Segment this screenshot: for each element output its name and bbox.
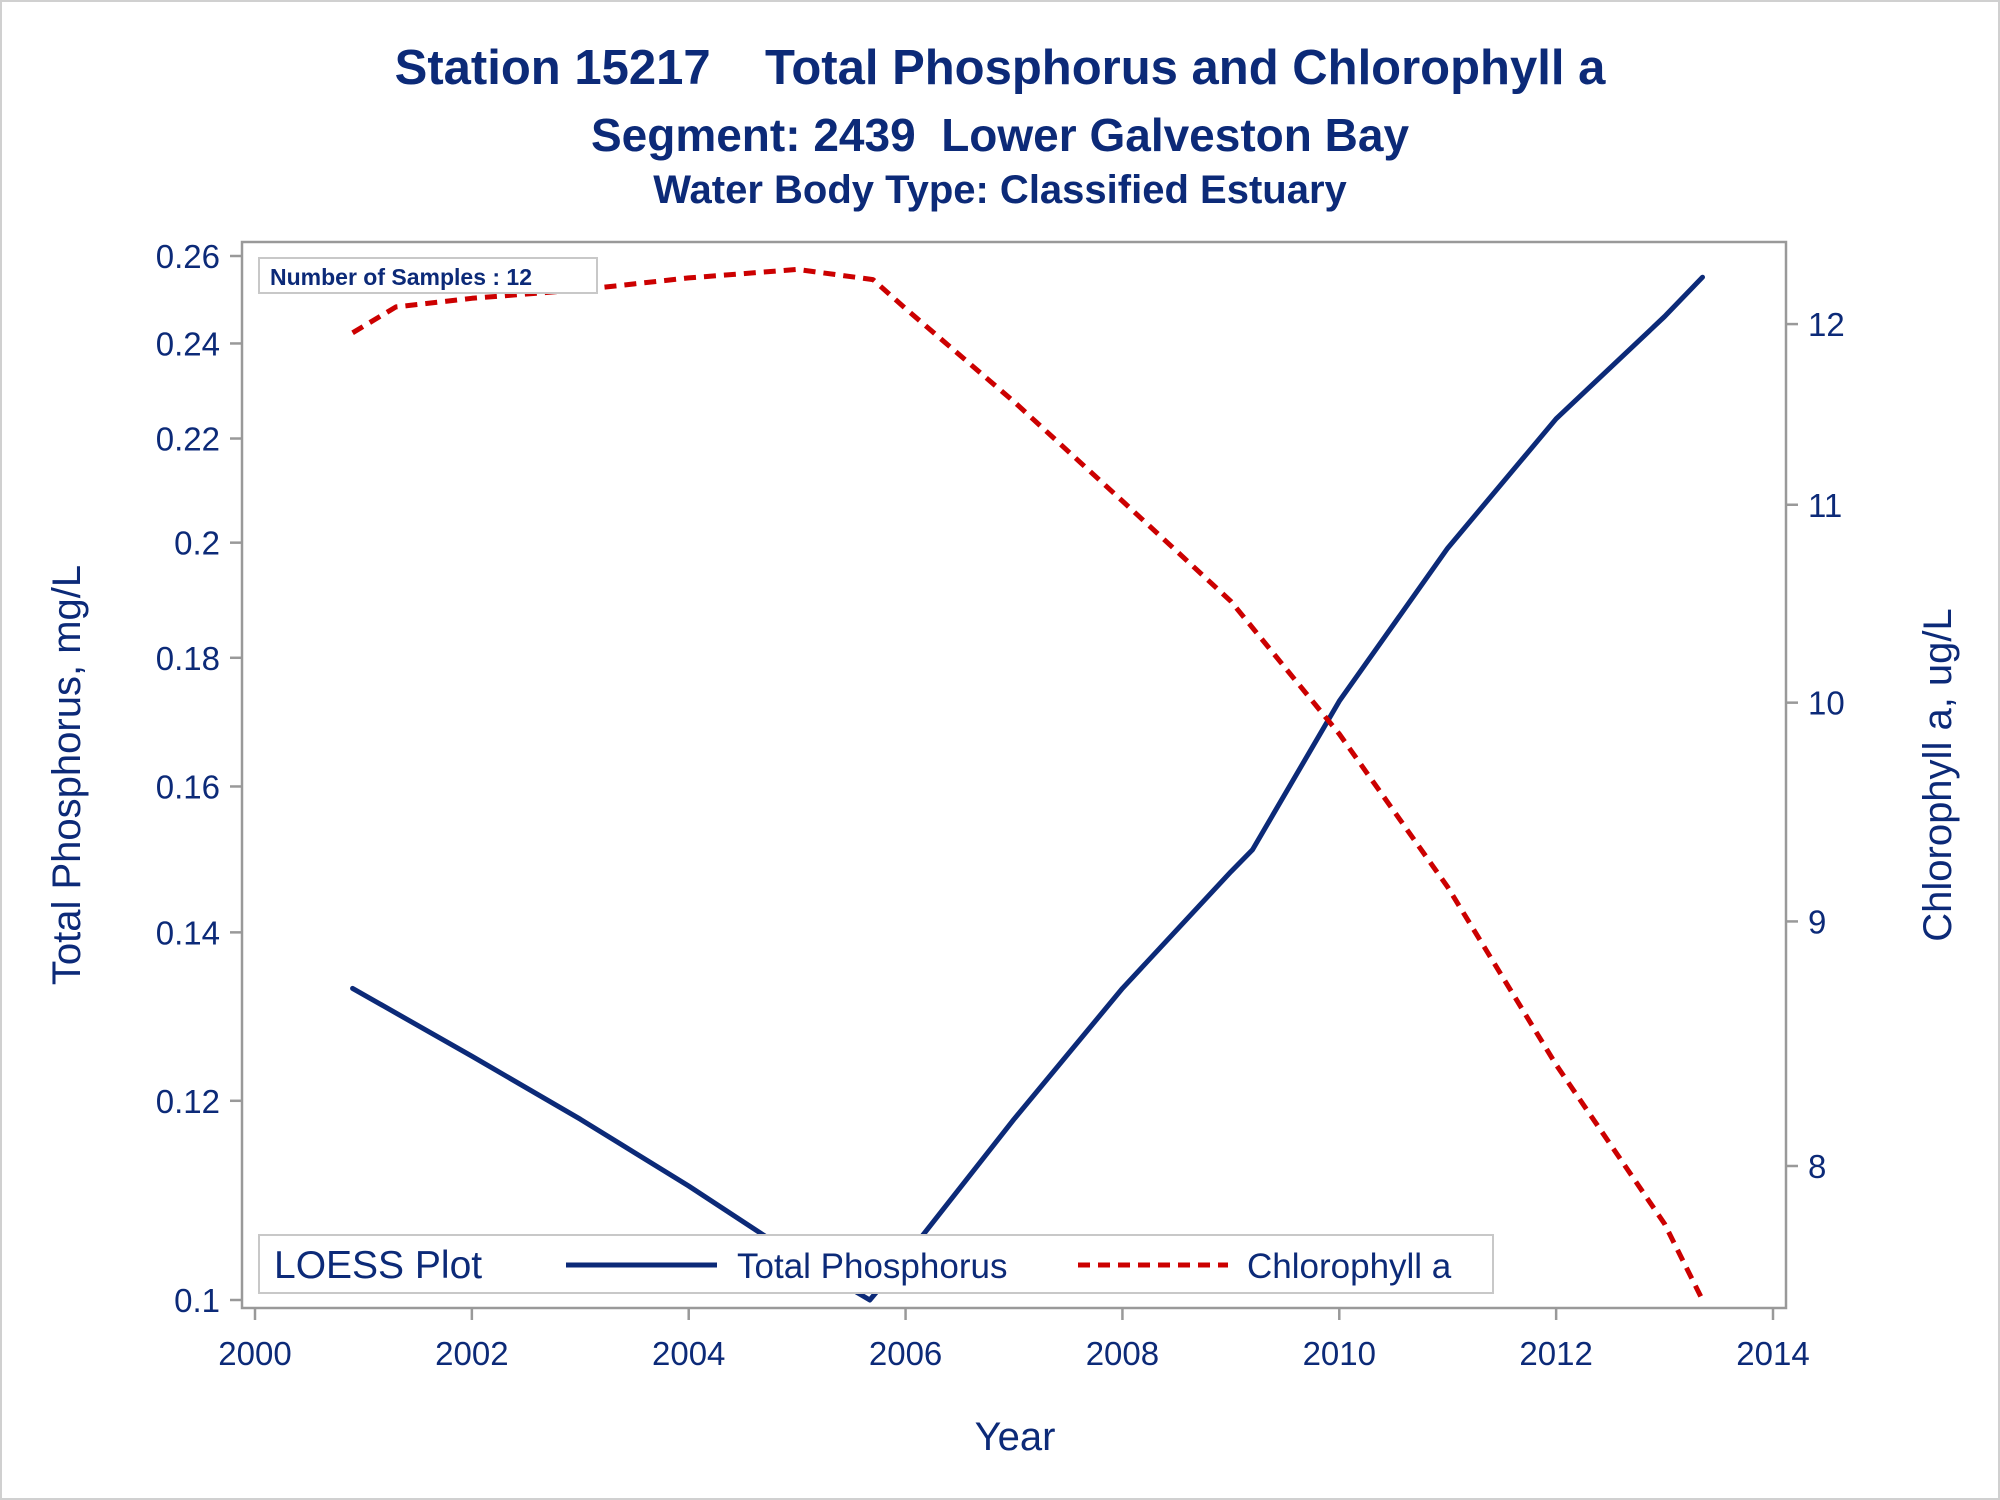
y-tick-label: 0.22: [156, 421, 220, 458]
legend: LOESS Plot Total Phosphorus Chlorophyll …: [258, 1234, 1494, 1294]
y-tick-label: 0.24: [156, 325, 220, 362]
legend-box: [258, 1234, 1494, 1294]
y-axis-label: Total Phosphorus, mg/L: [45, 565, 89, 985]
sample-count-text: Number of Samples : 12: [270, 264, 532, 290]
x-tick-label: 2000: [218, 1335, 291, 1372]
x-tick-label: 2004: [652, 1335, 725, 1372]
y-tick-label: 0.14: [156, 914, 220, 951]
series-line-total-phosphorus: [350, 274, 1705, 1303]
y2-axis-label: Chlorophyll a, ug/L: [1916, 608, 1960, 942]
y-axis-right: 8 9 10 11 12: [1786, 306, 1845, 1185]
y-tick-label: 0.1: [174, 1282, 220, 1319]
chart-subtitle-water-body: Water Body Type: Classified Estuary: [653, 168, 1347, 212]
series-line-chlorophyll-a: [351, 266, 1705, 1302]
chart-title: Station 15217 Total Phosphorus and Chlor…: [394, 41, 1606, 95]
sample-count-box: [258, 257, 598, 294]
y-tick-label: 0.12: [156, 1083, 220, 1120]
y-tick-label: 0.2: [174, 525, 220, 562]
legend-label-total-phosphorus: Total Phosphorus: [737, 1247, 1007, 1286]
y2-tick-label: 12: [1808, 306, 1845, 343]
x-tick-label: 2008: [1086, 1335, 1159, 1372]
x-axis: 2000 2002 2004 2006 2008 2010 2012 2014: [218, 1308, 1810, 1372]
x-tick-label: 2010: [1303, 1335, 1376, 1372]
y2-tick-label: 8: [1808, 1148, 1826, 1185]
y2-tick-label: 10: [1808, 685, 1845, 722]
legend-label-chlorophyll-a: Chlorophyll a: [1247, 1247, 1452, 1286]
x-tick-label: 2006: [869, 1335, 942, 1372]
y-axis-left: 0.1 0.12 0.14 0.16 0.18 0.2 0.22 0.24 0.26: [156, 238, 242, 1319]
y-tick-label: 0.26: [156, 238, 220, 275]
x-tick-label: 2002: [435, 1335, 508, 1372]
x-axis-label: Year: [975, 1415, 1056, 1459]
y2-tick-label: 11: [1808, 487, 1842, 524]
y-tick-label: 0.18: [156, 640, 220, 677]
sample-count-inset: Number of Samples : 12: [258, 257, 598, 294]
y-tick-label: 0.16: [156, 768, 220, 805]
x-tick-label: 2012: [1519, 1335, 1592, 1372]
y2-tick-label: 9: [1808, 903, 1826, 940]
legend-title: LOESS Plot: [274, 1244, 482, 1287]
series-layer: [350, 266, 1705, 1303]
plot-area-frame: [240, 240, 1788, 1310]
chart-subtitle-segment: Segment: 2439 Lower Galveston Bay: [590, 109, 1410, 161]
x-tick-label: 2014: [1736, 1335, 1809, 1372]
